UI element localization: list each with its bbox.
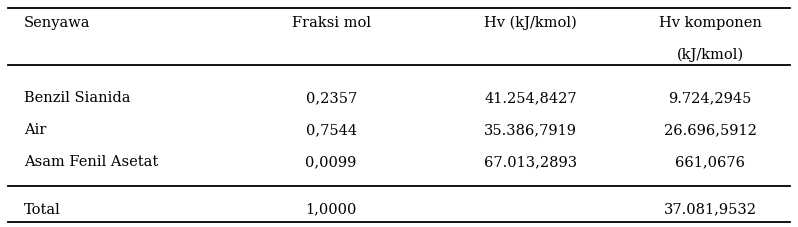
- Text: 0,7544: 0,7544: [306, 122, 357, 136]
- Text: 9.724,2945: 9.724,2945: [669, 91, 752, 105]
- Text: 26.696,5912: 26.696,5912: [664, 122, 757, 136]
- Text: Hv (kJ/kmol): Hv (kJ/kmol): [484, 16, 577, 30]
- Text: Fraksi mol: Fraksi mol: [292, 16, 370, 30]
- Text: 67.013,2893: 67.013,2893: [484, 154, 577, 168]
- Text: Air: Air: [24, 122, 46, 136]
- Text: 1,0000: 1,0000: [306, 202, 357, 216]
- Text: Benzil Sianida: Benzil Sianida: [24, 91, 130, 105]
- Text: 41.254,8427: 41.254,8427: [484, 91, 577, 105]
- Text: 0,0099: 0,0099: [306, 154, 357, 168]
- Text: Hv komponen: Hv komponen: [659, 16, 761, 30]
- Text: 661,0676: 661,0676: [675, 154, 745, 168]
- Text: (kJ/kmol): (kJ/kmol): [677, 48, 744, 62]
- Text: Senyawa: Senyawa: [24, 16, 90, 30]
- Text: Asam Fenil Asetat: Asam Fenil Asetat: [24, 154, 158, 168]
- Text: 35.386,7919: 35.386,7919: [484, 122, 577, 136]
- Text: 37.081,9532: 37.081,9532: [664, 202, 757, 216]
- Text: Total: Total: [24, 202, 61, 216]
- Text: 0,2357: 0,2357: [306, 91, 357, 105]
